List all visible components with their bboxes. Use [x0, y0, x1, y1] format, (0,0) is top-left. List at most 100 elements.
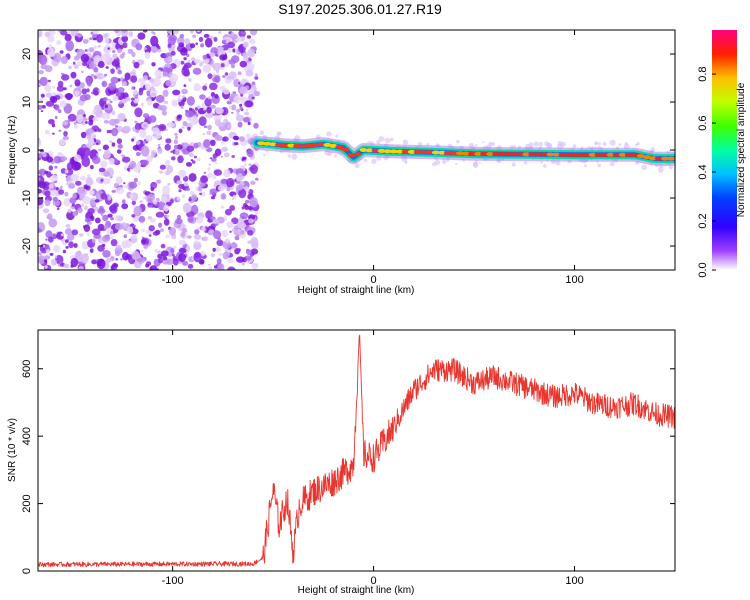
- noise-speckle: [58, 189, 65, 195]
- noise-speckle: [209, 139, 216, 146]
- noise-speckle: [165, 234, 170, 239]
- noise-speckle: [231, 217, 239, 225]
- noise-speckle: [242, 156, 247, 160]
- noise-speckle: [89, 248, 94, 254]
- noise-speckle: [244, 199, 250, 204]
- signal-core: [600, 152, 609, 157]
- noise-speckle: [145, 134, 153, 142]
- noise-speckle: [134, 122, 142, 131]
- noise-speckle: [72, 211, 77, 216]
- noise-speckle: [46, 156, 53, 163]
- noise-speckle: [157, 250, 161, 254]
- noise-speckle: [93, 67, 99, 73]
- noise-speckle: [193, 241, 202, 251]
- noise-speckle: [193, 234, 202, 240]
- noise-speckle: [165, 138, 172, 144]
- noise-speckle: [227, 41, 236, 49]
- noise-speckle: [189, 191, 195, 195]
- noise-speckle: [129, 160, 137, 168]
- noise-speckle: [103, 171, 110, 177]
- noise-speckle: [45, 249, 50, 254]
- noise-speckle: [38, 138, 42, 146]
- noise-speckle: [203, 82, 208, 86]
- noise-speckle: [117, 69, 122, 75]
- signal-core: [516, 152, 525, 157]
- noise-speckle: [57, 152, 63, 157]
- noise-speckle: [180, 60, 185, 65]
- signal-core: [630, 152, 639, 157]
- colorbar-tick-label: 0.4: [697, 164, 709, 179]
- noise-speckle: [59, 138, 66, 146]
- track-halo-speckle: [276, 131, 281, 136]
- noise-speckle: [68, 241, 74, 249]
- noise-speckle: [223, 61, 230, 68]
- noise-speckle: [40, 64, 48, 70]
- noise-speckle: [139, 200, 143, 204]
- noise-speckle: [238, 136, 245, 142]
- noise-speckle: [115, 187, 125, 195]
- noise-speckle: [245, 69, 254, 77]
- noise-speckle: [208, 116, 211, 120]
- noise-speckle: [219, 46, 224, 50]
- noise-speckle: [217, 185, 225, 192]
- signal-core: [437, 150, 446, 155]
- noise-speckle: [74, 79, 81, 87]
- noise-speckle: [173, 139, 179, 145]
- noise-speckle: [50, 189, 57, 196]
- signal-core: [371, 148, 380, 153]
- snr-series-line: [38, 334, 675, 568]
- track-halo-speckle: [371, 158, 377, 164]
- noise-speckle: [40, 110, 44, 113]
- noise-speckle: [48, 44, 52, 48]
- signal-core: [570, 152, 579, 157]
- signal-core: [425, 150, 434, 155]
- noise-speckle: [184, 38, 191, 45]
- track-halo-speckle: [581, 146, 584, 149]
- noise-speckle: [65, 93, 73, 101]
- noise-speckle: [100, 213, 104, 217]
- noise-speckle: [222, 39, 227, 43]
- noise-speckle: [165, 128, 168, 132]
- noise-speckle: [175, 218, 183, 225]
- x-tick-label: 100: [565, 575, 583, 587]
- noise-speckle: [168, 34, 177, 42]
- noise-speckle: [231, 111, 234, 114]
- noise-speckle: [63, 197, 71, 207]
- noise-speckle: [64, 228, 72, 235]
- noise-speckle: [223, 88, 230, 95]
- noise-speckle: [193, 155, 197, 159]
- noise-speckle: [205, 111, 214, 119]
- noise-speckle: [107, 195, 112, 201]
- colorbar: 0.0 0.2 0.4 0.6 0.8 Normalized spectral ampl…: [697, 30, 747, 278]
- noise-speckle: [209, 35, 214, 40]
- noise-speckle: [87, 208, 95, 215]
- noise-speckle: [164, 159, 171, 167]
- noise-speckle: [238, 188, 247, 199]
- noise-speckle: [237, 71, 242, 76]
- noise-speckle: [76, 114, 84, 124]
- noise-speckle: [235, 114, 245, 122]
- x-tick-label: 100: [565, 274, 583, 286]
- noise-speckle: [96, 258, 106, 270]
- noise-speckle: [38, 157, 41, 161]
- noise-speckle: [83, 114, 86, 117]
- noise-speckle: [105, 66, 109, 69]
- signal-core: [486, 152, 495, 156]
- noise-speckle: [145, 263, 150, 268]
- noise-speckle: [237, 121, 243, 128]
- y-tick-label: 200: [21, 494, 33, 512]
- noise-speckle: [45, 92, 52, 98]
- track-halo-speckle: [511, 162, 516, 167]
- signal-core: [281, 143, 290, 148]
- noise-speckle: [156, 179, 162, 184]
- noise-speckle: [186, 53, 190, 58]
- noise-speckle: [44, 199, 51, 207]
- noise-speckle: [149, 265, 158, 270]
- noise-speckle: [85, 76, 92, 84]
- noise-speckle: [71, 229, 79, 236]
- noise-speckle: [112, 263, 119, 268]
- noise-speckle: [74, 90, 80, 97]
- noise-speckle: [254, 211, 259, 215]
- noise-speckle: [194, 107, 198, 111]
- noise-speckle: [143, 244, 148, 249]
